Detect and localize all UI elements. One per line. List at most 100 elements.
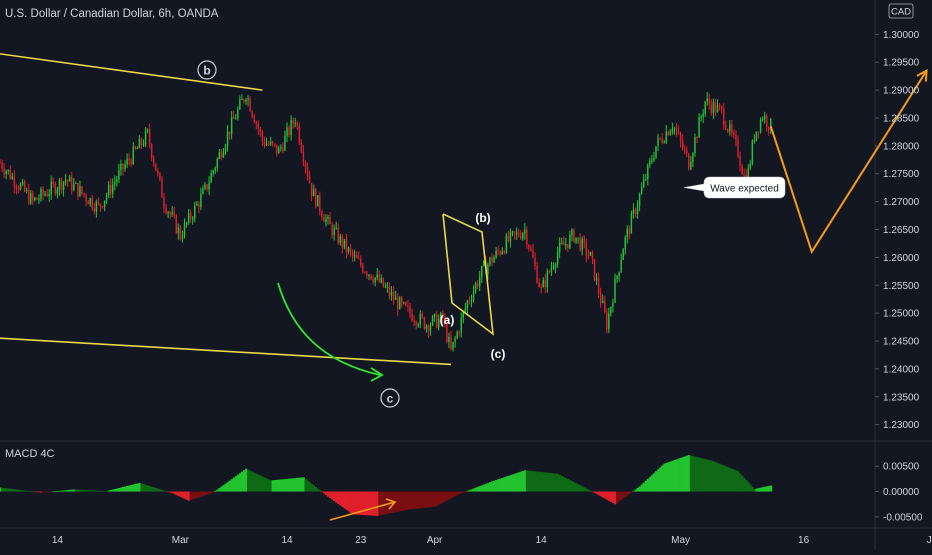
candle	[487, 262, 489, 281]
macd-title: MACD 4C	[5, 448, 55, 460]
candle-body	[601, 301, 604, 303]
currency-badge: CAD	[891, 7, 911, 18]
macd-bar	[31, 491, 35, 493]
price-axis[interactable]: 1.30000 1.29500 1.29000 1.28500 1.28000 1.275…	[875, 30, 920, 431]
wave-expected-callout[interactable]: Wave expected	[683, 176, 786, 199]
candle-body	[407, 305, 409, 307]
price-tick-label: 1.28500	[883, 113, 920, 124]
candle	[550, 261, 553, 277]
candle	[343, 239, 346, 250]
macd-bar	[460, 491, 463, 494]
candle	[659, 137, 661, 141]
candle-body	[462, 311, 465, 318]
candle-body	[612, 302, 614, 307]
macd-divergence-arrow[interactable]	[329, 501, 396, 521]
candle-body	[273, 143, 276, 145]
macd-bar	[650, 475, 654, 492]
candle-body	[423, 317, 426, 329]
projection-path[interactable]	[769, 70, 928, 255]
candle-body	[296, 123, 298, 126]
candle-body	[440, 312, 442, 319]
candle-body	[587, 255, 590, 257]
candle-body	[331, 224, 333, 236]
upper-trendline[interactable]	[0, 53, 263, 91]
candle-body	[30, 193, 32, 204]
candle-body	[116, 179, 118, 182]
candle	[610, 306, 612, 317]
macd-bar	[331, 491, 334, 500]
macd-bar	[454, 491, 457, 497]
candle	[456, 330, 458, 340]
candle	[142, 139, 145, 147]
macd-bar	[568, 480, 572, 492]
macd-histogram	[0, 455, 773, 516]
candle-body	[150, 144, 153, 158]
time-tick-label: 14	[52, 535, 64, 546]
macd-bar	[478, 486, 482, 492]
macd-bar	[388, 491, 391, 514]
candle	[259, 126, 262, 137]
candle	[73, 177, 75, 192]
candle-body	[511, 231, 514, 233]
macd-bar	[378, 491, 381, 516]
macd-bar	[271, 480, 274, 492]
macd-bar	[376, 491, 379, 516]
candle	[743, 168, 745, 178]
candle	[105, 192, 108, 205]
candle	[399, 295, 401, 310]
macd-bar	[152, 487, 156, 492]
macd-bar	[698, 457, 701, 492]
candle-body	[550, 267, 553, 272]
candle-body	[741, 165, 743, 175]
candle	[159, 172, 161, 182]
macd-bar	[607, 491, 611, 501]
macd-bar	[226, 482, 229, 492]
macd-bar	[302, 477, 305, 492]
candle	[495, 247, 497, 259]
candle-body	[683, 148, 686, 150]
lower-trendline[interactable]	[0, 337, 452, 366]
candle	[136, 146, 139, 150]
macd-bar	[652, 473, 656, 492]
candle-body	[427, 325, 430, 332]
macd-bar	[382, 491, 385, 515]
macd-bar	[68, 489, 72, 492]
time-axis[interactable]: 14Mar1423Apr14May16Jun13	[52, 535, 932, 546]
macd-axis[interactable]: 0.00500 0.00000 -0.00500	[875, 462, 923, 524]
candle-body	[302, 151, 305, 162]
candle-body	[204, 184, 206, 189]
candle	[647, 163, 649, 186]
candle-body	[692, 153, 694, 162]
candle	[546, 268, 549, 293]
macd-bar	[285, 478, 289, 492]
candle	[97, 197, 100, 206]
curved-arrow[interactable]	[277, 282, 381, 376]
candle-body	[770, 119, 772, 131]
macd-bar	[761, 487, 764, 492]
macd-bar	[759, 487, 762, 492]
candle-body	[157, 170, 159, 173]
candle-body	[337, 227, 339, 243]
candle	[77, 182, 79, 200]
candle	[126, 153, 128, 168]
candle	[489, 256, 491, 267]
candle-body	[23, 181, 26, 192]
macd-bar	[406, 491, 410, 510]
macd-bar	[472, 488, 475, 492]
candle-body	[232, 116, 235, 119]
macd-bar	[712, 461, 715, 492]
minor-wave-wedge[interactable]	[442, 213, 494, 336]
macd-bar	[495, 480, 498, 492]
candle-body	[169, 212, 171, 215]
macd-bar	[702, 458, 705, 492]
candle	[282, 142, 284, 154]
candle	[686, 146, 688, 158]
candle	[411, 308, 413, 322]
candle-body	[563, 242, 565, 246]
candle	[655, 146, 657, 159]
macd-bar	[160, 489, 164, 492]
candle-body	[731, 124, 733, 133]
candle	[444, 313, 446, 328]
